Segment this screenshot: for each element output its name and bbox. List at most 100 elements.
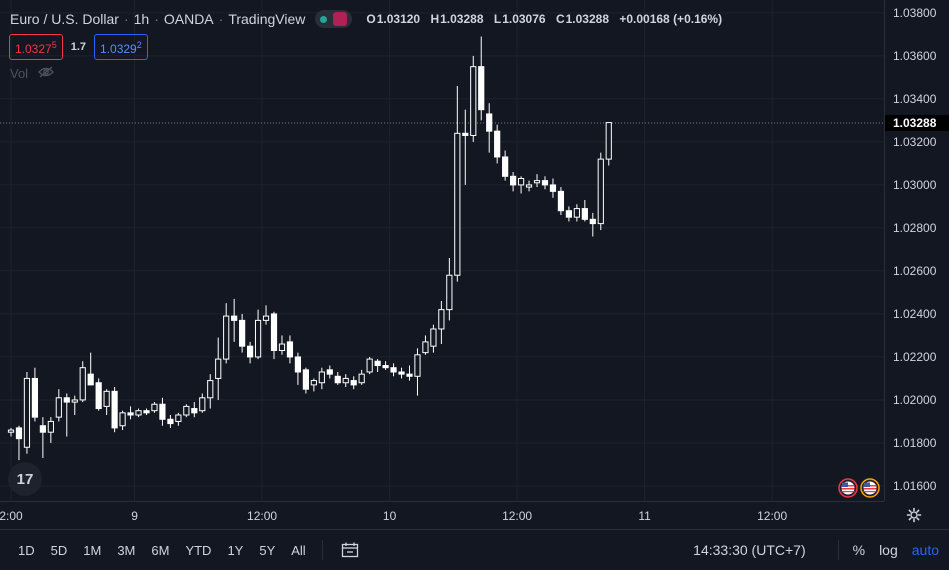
candle[interactable] [525,180,533,192]
candle[interactable] [15,425,23,461]
candle[interactable] [127,406,134,420]
candle[interactable] [23,371,31,454]
candle[interactable] [454,86,461,282]
candle[interactable] [597,152,604,231]
candle[interactable] [382,361,389,370]
time-axis[interactable]: 2:00 9 12:00 10 12:00 11 12:00 [0,501,884,529]
candle[interactable] [79,361,86,403]
symbol-title[interactable]: Euro / U.S. Dollar [10,11,119,27]
candle[interactable] [247,341,254,364]
candle[interactable] [302,367,309,394]
candle[interactable] [111,387,118,433]
market-status-toggle[interactable] [315,10,353,28]
event-flags[interactable] [838,478,882,498]
candle[interactable] [486,103,493,153]
candle[interactable] [581,199,588,222]
candle[interactable] [31,367,39,422]
candle[interactable] [223,303,230,364]
candle[interactable] [334,371,341,385]
eye-off-icon[interactable] [38,66,54,81]
candle[interactable] [422,335,429,355]
candle[interactable] [167,414,174,428]
tradingview-logo[interactable]: 17 [8,462,42,496]
candle[interactable] [605,122,612,166]
candle[interactable] [318,367,325,390]
candle[interactable] [462,109,469,185]
candle[interactable] [510,172,517,192]
calendar-range-icon[interactable] [341,542,359,558]
candle[interactable] [191,402,198,418]
candlestick-chart[interactable] [0,0,884,501]
candle[interactable] [326,365,333,379]
candle[interactable] [438,301,445,345]
candle[interactable] [175,412,182,426]
candle[interactable] [390,363,397,377]
price-axis-scale[interactable]: 1.03800 1.03600 1.03400 1.03200 1.03000 1.028… [885,0,949,501]
candle[interactable] [589,212,596,237]
us-flag-icon[interactable] [838,478,882,498]
candle[interactable] [549,178,557,198]
price-axis[interactable]: 1.03800 1.03600 1.03400 1.03200 1.03000 1.028… [884,0,949,501]
timeframe-1y[interactable]: 1Y [227,542,244,558]
timeframe-3m[interactable]: 3M [117,542,136,558]
candle[interactable] [310,378,317,392]
candle[interactable] [199,393,206,413]
candle[interactable] [406,365,413,381]
auto-scale-toggle[interactable]: auto [911,542,939,558]
candle[interactable] [63,393,70,437]
sell-button[interactable]: 1.03275 [9,34,63,60]
candle[interactable] [573,204,580,222]
timeframe-all[interactable]: All [291,542,306,558]
candle[interactable] [215,337,222,400]
candle[interactable] [533,174,541,188]
timeframe-5d[interactable]: 5D [50,542,68,558]
candle[interactable] [95,378,102,411]
candle[interactable] [87,352,94,386]
candle[interactable] [494,124,501,164]
candle[interactable] [7,427,15,437]
candle[interactable] [565,206,572,222]
candle[interactable] [239,313,246,353]
percent-scale-toggle[interactable]: % [852,542,866,558]
timeframe-ytd[interactable]: YTD [185,542,212,558]
candle[interactable] [278,335,286,355]
candle[interactable] [342,374,349,388]
log-scale-toggle[interactable]: log [879,542,898,558]
candle[interactable] [231,298,238,342]
candle[interactable] [350,376,357,390]
time-axis-scale[interactable]: 2:00 9 12:00 10 12:00 11 12:00 [0,502,884,530]
clock-timezone[interactable]: 14:33:30 (UTC+7) [693,542,806,558]
candle[interactable] [39,417,46,458]
candle[interactable] [557,187,565,216]
candle[interactable] [159,397,166,426]
candle[interactable] [374,359,381,372]
candle[interactable] [143,408,150,415]
candle[interactable] [446,258,453,321]
candle[interactable] [366,356,373,375]
timeframe-1m[interactable]: 1M [83,542,102,558]
candle[interactable] [430,324,437,353]
chart-pane[interactable] [0,0,884,501]
candle[interactable] [414,348,421,396]
candle[interactable] [103,389,110,415]
volume-indicator[interactable]: Vol [10,66,54,81]
candle[interactable] [398,367,405,379]
candle[interactable] [517,176,525,194]
gear-icon[interactable] [906,507,922,523]
candle[interactable] [119,410,126,431]
candle[interactable] [270,311,278,360]
candle[interactable] [541,176,549,190]
candle[interactable] [71,395,78,415]
candle[interactable] [55,389,62,422]
candle[interactable] [254,309,262,360]
candle[interactable] [262,305,270,325]
timeframe-5y[interactable]: 5Y [259,542,276,558]
candle[interactable] [286,335,294,364]
buy-button[interactable]: 1.03292 [94,34,148,60]
candle[interactable] [135,408,142,418]
candle[interactable] [207,374,214,409]
candle[interactable] [151,402,158,413]
candle[interactable] [470,55,477,142]
candle[interactable] [358,369,365,385]
candle[interactable] [183,404,190,418]
